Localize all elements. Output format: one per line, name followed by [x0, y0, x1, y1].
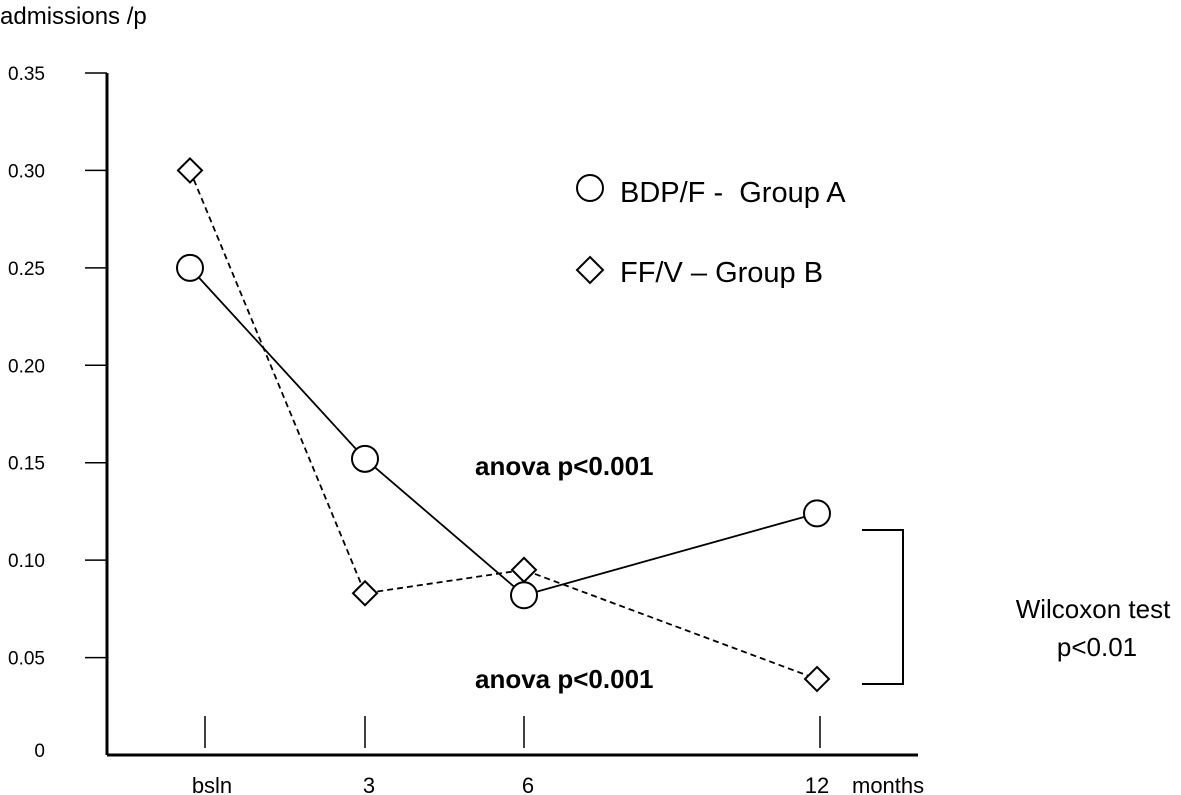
wilcoxon-annotation-line-1: Wilcoxon test [1016, 594, 1171, 624]
data-point-group-a [351, 444, 379, 473]
series-line-group-b [189, 170, 818, 680]
anova-annotation-group-a: anova p<0.001 [475, 451, 654, 481]
legend-label-group-a: BDP/F - Group A [620, 177, 846, 209]
data-point-group-b [803, 665, 831, 693]
y-tick-label: 0.10 [8, 551, 45, 572]
anova-annotation-group-b: anova p<0.001 [475, 664, 654, 694]
data-point-group-a [803, 499, 831, 528]
y-ticks: 0 0.05 0.10 0.15 0.20 0.25 0.30 0.35 [8, 64, 107, 762]
data-point-group-b [176, 157, 204, 184]
legend-circle-marker [576, 174, 604, 202]
y-tick-label: 0 [34, 741, 45, 762]
y-tick-label: 0.05 [8, 649, 45, 670]
legend-diamond-marker [575, 255, 605, 285]
x-tick-label: 3 [363, 773, 375, 795]
y-axis-label: admissions /p [0, 3, 147, 30]
data-point-group-a [176, 253, 204, 282]
y-tick-label: 0.30 [8, 161, 45, 182]
series-line-group-a [189, 267, 818, 597]
y-tick-label: 0.35 [8, 64, 45, 85]
data-point-group-b [510, 556, 538, 584]
data-point-group-b [351, 579, 379, 607]
series-layer [176, 157, 831, 693]
x-axis-label: months [852, 773, 924, 795]
x-tick-label: 12 [805, 773, 829, 795]
y-tick-label: 0.25 [8, 259, 45, 280]
data-point-group-a [510, 581, 538, 610]
wilcoxon-annotation-line-2: p<0.01 [1057, 632, 1137, 662]
legend: BDP/F - Group A FF/V – Group B [575, 174, 846, 289]
x-ticks: bsln 3 6 12 [192, 716, 829, 795]
y-tick-label: 0.20 [8, 356, 45, 377]
y-tick-label: 0.15 [8, 454, 45, 475]
wilcoxon-bracket [862, 529, 904, 685]
x-tick-label: bsln [192, 773, 232, 795]
legend-label-group-b: FF/V – Group B [620, 257, 823, 289]
x-tick-label: 6 [522, 773, 534, 795]
